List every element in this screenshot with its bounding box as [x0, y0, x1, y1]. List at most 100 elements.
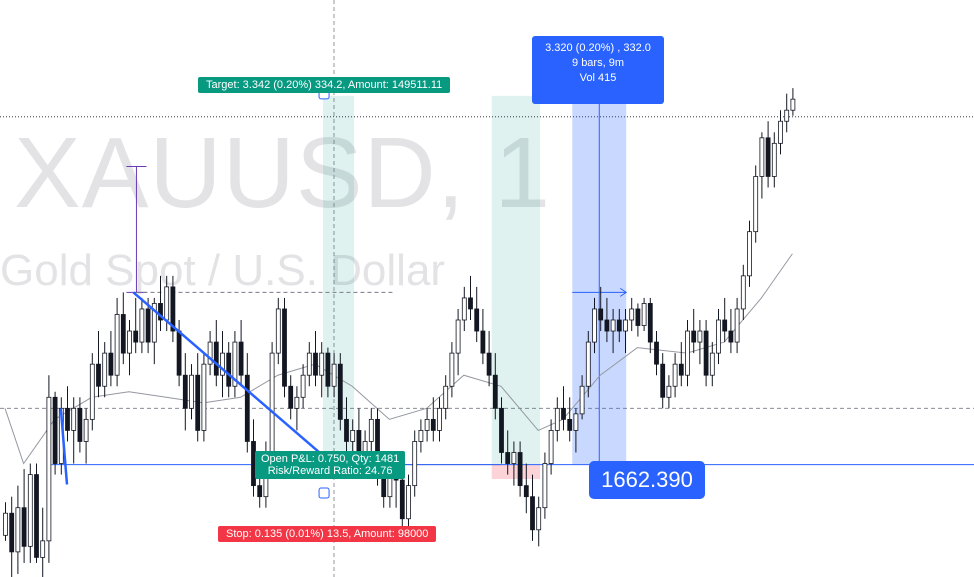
candle-body — [46, 396, 52, 542]
candle-body — [313, 352, 318, 376]
candle-body — [654, 341, 659, 365]
candle-body — [282, 308, 287, 387]
candle-body — [771, 142, 777, 177]
candle-body — [288, 385, 294, 409]
candle-body — [697, 330, 703, 343]
candle-body — [517, 452, 523, 487]
candle-body — [34, 474, 39, 558]
candle-body — [424, 418, 430, 431]
candle-body — [579, 385, 585, 415]
measure-label: 3.320 (0.20%) , 332.0 9 bars, 9m Vol 415 — [532, 36, 664, 104]
candle-body — [331, 363, 337, 387]
candle-body — [722, 319, 728, 332]
candle-body — [610, 319, 616, 332]
description-watermark: Gold Spot / U.S. Dollar — [0, 246, 446, 295]
candle-body — [21, 507, 27, 547]
candle-body — [207, 341, 213, 365]
candle-body — [164, 286, 170, 321]
open-pnl-text: Open P&L: 0.750, Qty: 1481 — [261, 453, 400, 465]
candle-body — [480, 330, 486, 354]
candle-body — [765, 137, 771, 177]
candle-body — [89, 363, 95, 420]
candle-body — [666, 385, 672, 398]
candle-body — [96, 363, 101, 387]
candle-body — [443, 385, 449, 409]
candle-body — [790, 98, 796, 111]
pnl-label: Open P&L: 0.750, Qty: 1481 Risk/Reward R… — [255, 451, 406, 479]
candle-body — [728, 330, 734, 343]
candle-body — [734, 308, 740, 343]
candle-body — [151, 303, 157, 343]
candle-body — [15, 507, 21, 553]
candle-body — [530, 496, 535, 531]
candle-body — [195, 374, 201, 431]
candle-body — [468, 297, 473, 310]
candle-body — [703, 330, 709, 376]
candle-body — [548, 430, 554, 464]
trend-line-short — [59, 408, 69, 485]
candle-body — [685, 330, 690, 376]
candle-body — [492, 374, 498, 409]
candle-body — [176, 330, 182, 376]
candle-body — [399, 479, 405, 520]
candle-body — [542, 463, 548, 509]
second-profit-zone — [491, 95, 541, 465]
candle-body — [406, 485, 411, 520]
candle-body — [598, 308, 604, 321]
candle-body — [257, 485, 263, 498]
candle-body — [709, 352, 715, 376]
candle-body — [344, 418, 349, 442]
risk-reward-text: Risk/Reward Ratio: 24.76 — [267, 465, 393, 477]
candle-body — [65, 407, 70, 431]
candle-body — [306, 352, 312, 376]
candle-body — [505, 452, 511, 464]
candle-body — [300, 374, 306, 398]
candle-body — [778, 120, 783, 144]
candle-body — [275, 308, 281, 354]
candle-body — [536, 507, 542, 531]
candle-body — [461, 297, 467, 321]
candle-body — [716, 319, 721, 354]
candle-body — [437, 407, 442, 431]
candle-body — [158, 303, 163, 321]
measure-bars: 9 bars, 9m — [572, 57, 624, 69]
symbol-watermark: XAUUSD, 1 — [14, 117, 551, 229]
candle-body — [226, 352, 232, 387]
candle-body — [108, 352, 114, 376]
candle-body — [616, 319, 622, 332]
candle-body — [145, 308, 151, 343]
candle-body — [430, 418, 436, 431]
price-axis-tag[interactable]: 1662.390 — [589, 461, 705, 499]
candle-body — [449, 352, 455, 387]
candle-body — [269, 352, 275, 453]
stop-label: Stop: 0.135 (0.01%) 13.5, Amount: 98000 — [218, 526, 437, 542]
candle-body — [678, 363, 684, 376]
candle-body — [114, 314, 120, 376]
candle-body — [127, 330, 132, 354]
candle-body — [523, 485, 529, 498]
candle-body — [784, 109, 790, 122]
candle-body — [9, 512, 15, 553]
candle-body — [740, 275, 746, 310]
candle-body — [759, 137, 765, 177]
candle-body — [133, 330, 139, 343]
candle-body — [238, 341, 244, 376]
candle-body — [486, 352, 492, 376]
candle-body — [368, 418, 374, 442]
candle-body — [604, 319, 610, 332]
candle-body — [511, 452, 517, 464]
candle-body — [691, 330, 697, 343]
candle-body — [220, 352, 225, 376]
candle-body — [27, 474, 33, 547]
candle-body — [40, 540, 46, 558]
second-stop-zone — [491, 464, 541, 479]
candle-body — [120, 314, 126, 354]
candle-body — [747, 231, 752, 277]
candle-body — [102, 352, 108, 387]
candle-body — [170, 286, 176, 332]
candle-body — [474, 308, 480, 332]
candle-body — [213, 341, 219, 376]
measure-bars-arrow — [619, 287, 628, 297]
